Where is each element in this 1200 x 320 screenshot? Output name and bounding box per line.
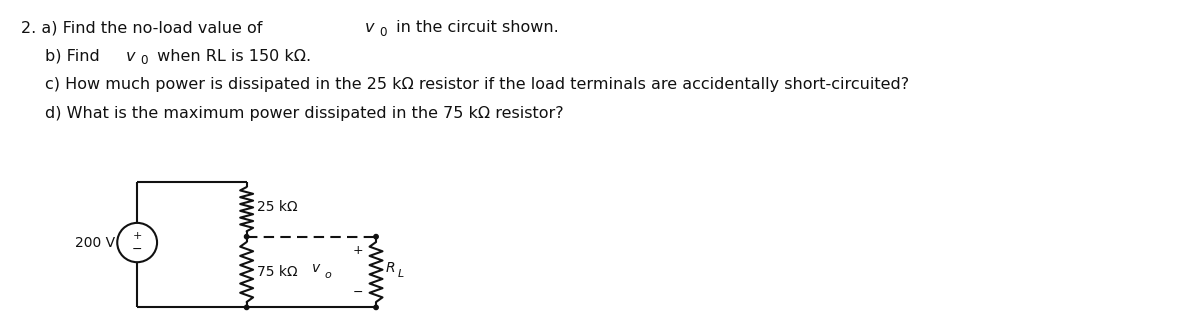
Text: b) Find: b) Find <box>44 49 104 64</box>
Text: c) How much power is dissipated in the 25 kΩ resistor if the load terminals are : c) How much power is dissipated in the 2… <box>44 77 908 92</box>
Text: 2. a) Find the no-load value of: 2. a) Find the no-load value of <box>20 20 268 36</box>
Text: R: R <box>386 261 396 275</box>
Text: when RL is 150 kΩ.: when RL is 150 kΩ. <box>152 49 311 64</box>
Circle shape <box>245 305 248 309</box>
Circle shape <box>374 235 378 239</box>
Text: 200 V: 200 V <box>76 236 115 250</box>
Text: d) What is the maximum power dissipated in the 75 kΩ resistor?: d) What is the maximum power dissipated … <box>44 106 563 121</box>
Circle shape <box>374 305 378 309</box>
Text: o: o <box>325 270 331 280</box>
Text: 25 kΩ: 25 kΩ <box>257 200 298 214</box>
Text: +: + <box>353 244 364 257</box>
Circle shape <box>245 235 248 239</box>
Text: +: + <box>132 231 142 241</box>
Text: −: − <box>132 243 143 256</box>
Text: in the circuit shown.: in the circuit shown. <box>391 20 559 36</box>
Text: v: v <box>312 261 320 275</box>
Text: v: v <box>365 20 374 36</box>
Text: L: L <box>398 269 404 279</box>
Text: −: − <box>353 285 364 299</box>
Text: v: v <box>126 49 136 64</box>
Text: 0: 0 <box>140 54 148 68</box>
Text: 75 kΩ: 75 kΩ <box>257 265 298 279</box>
Text: 0: 0 <box>379 26 386 39</box>
